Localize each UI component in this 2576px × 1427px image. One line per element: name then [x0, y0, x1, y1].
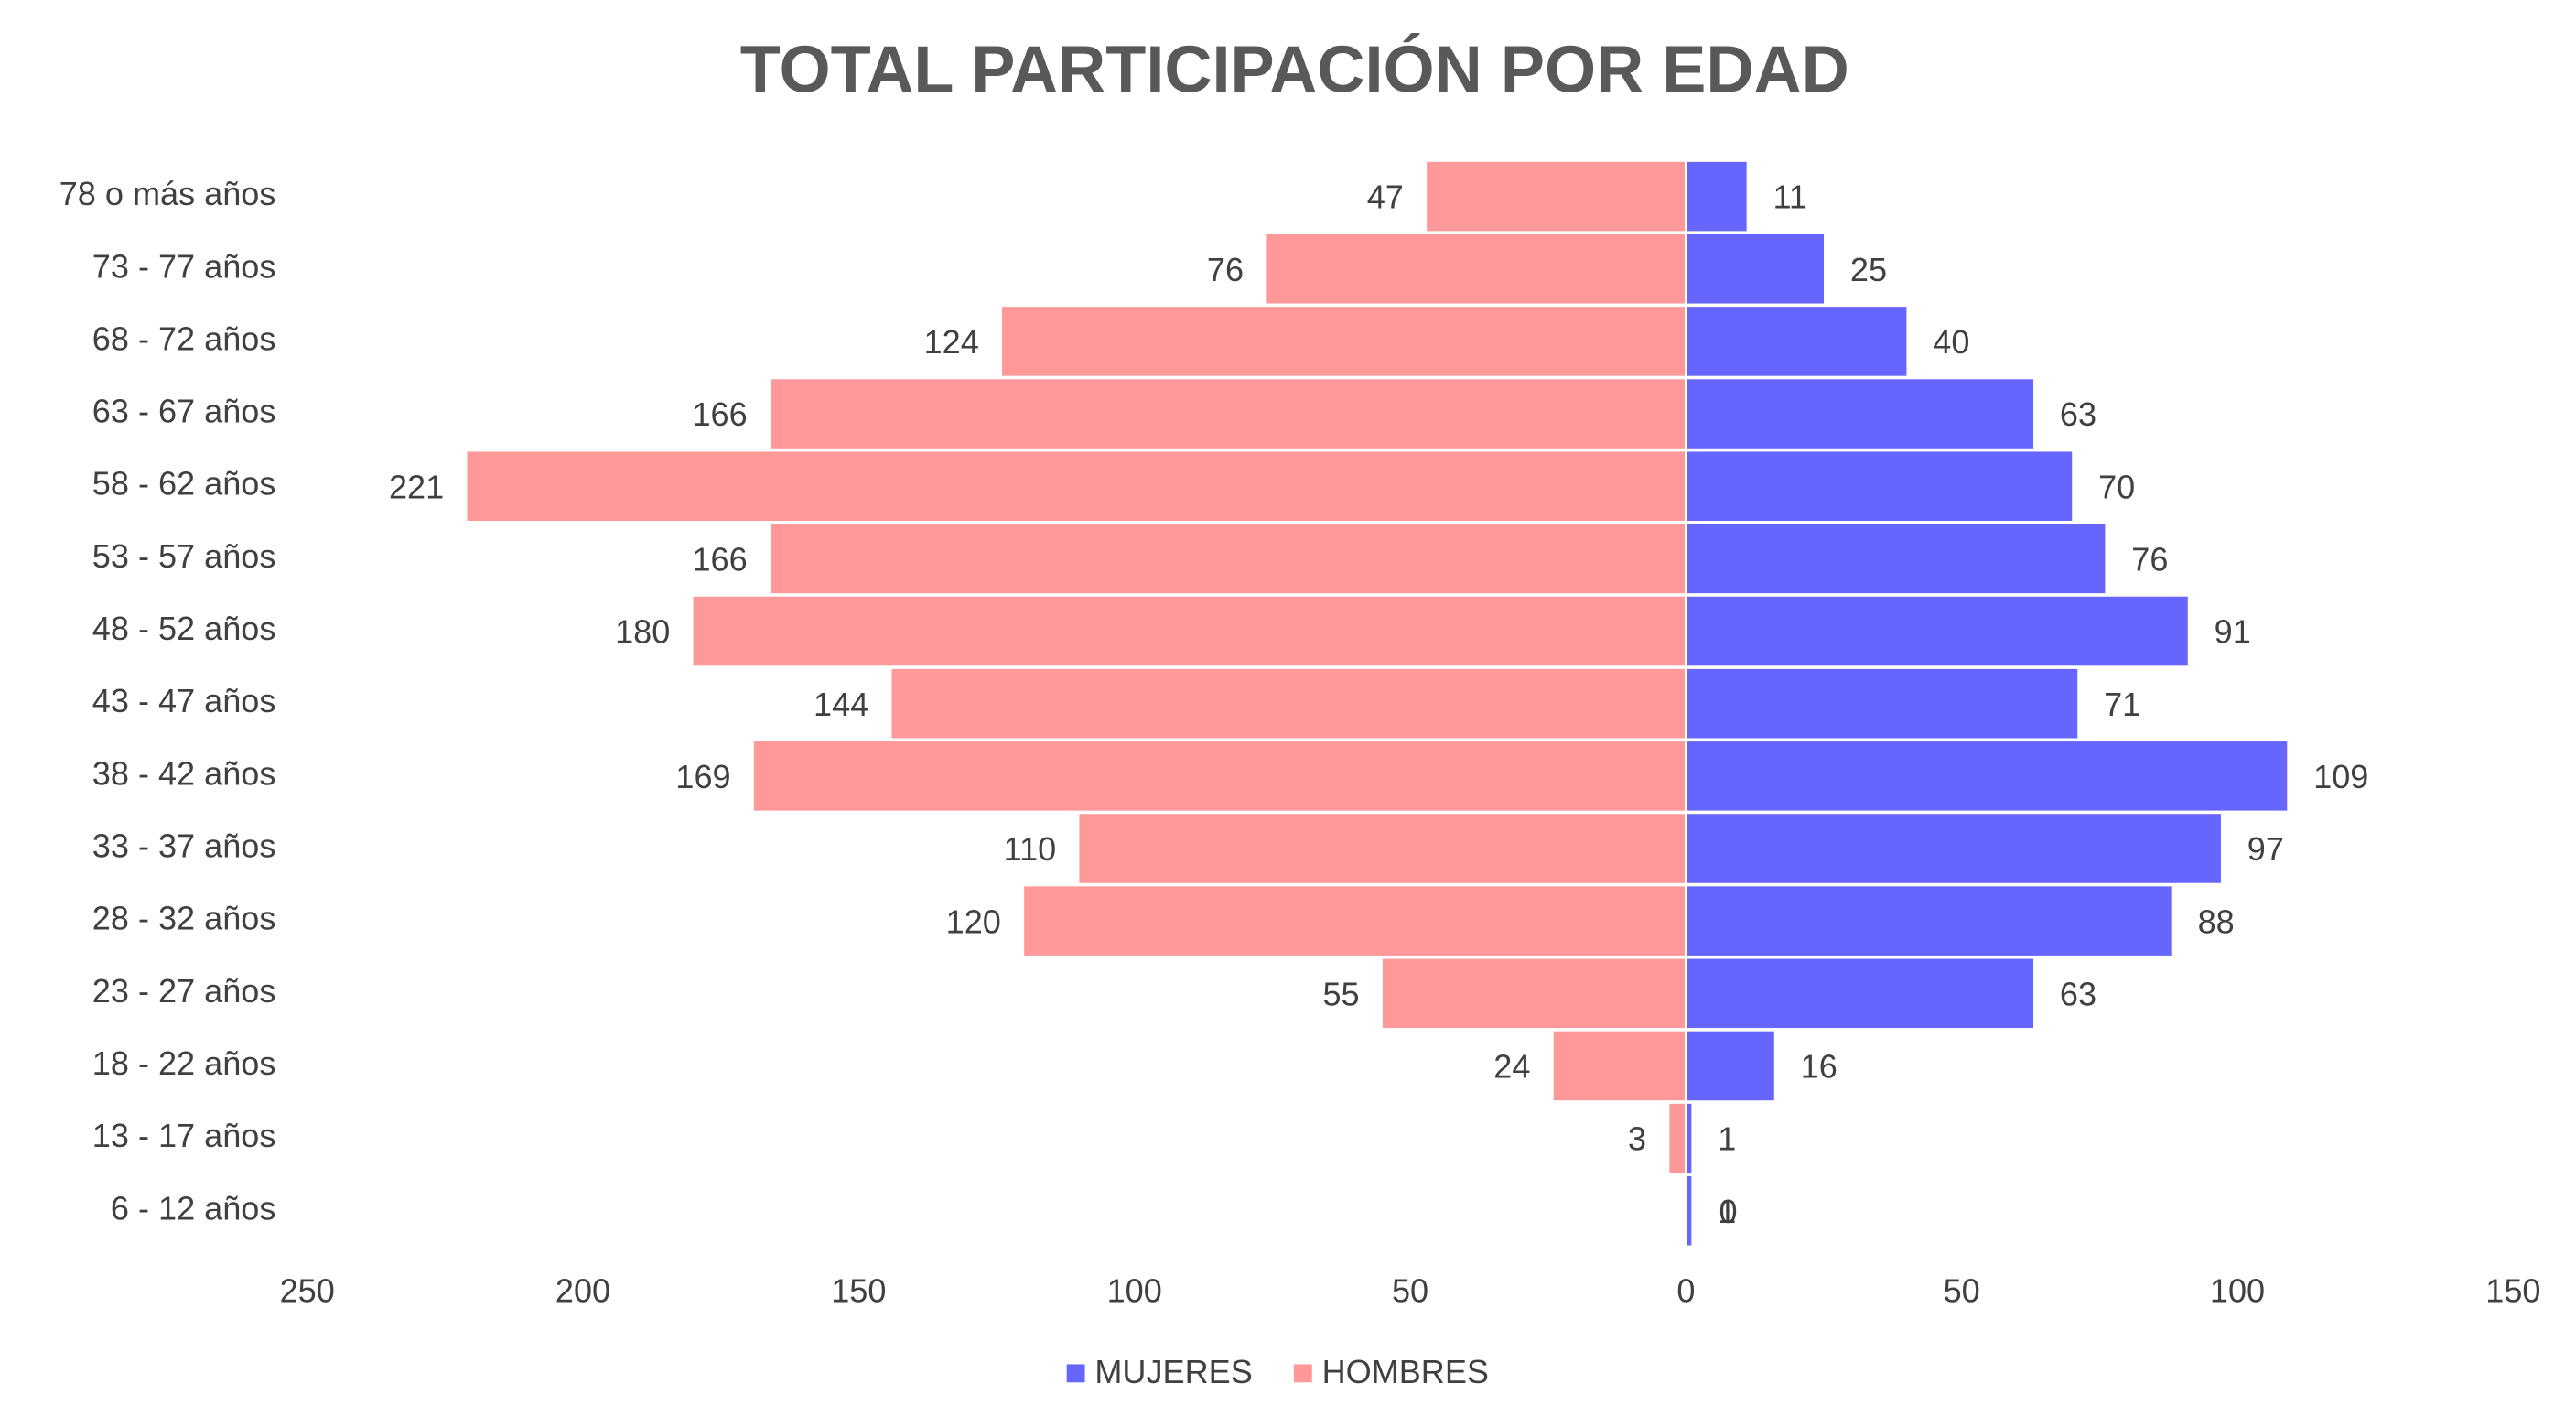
x-tick-label: 250 — [280, 1271, 335, 1309]
bar — [1686, 958, 2034, 1029]
data-label: 91 — [2215, 613, 2251, 651]
bar — [1079, 814, 1687, 883]
data-label: 11 — [1773, 178, 1807, 216]
category-label: 23 - 27 años — [92, 972, 276, 1010]
category-label: 18 - 22 años — [92, 1044, 276, 1082]
data-label: 16 — [1801, 1048, 1838, 1086]
data-label: 25 — [1850, 251, 1887, 288]
category-label: 53 - 57 años — [92, 537, 276, 575]
category-label: 58 - 62 años — [92, 465, 276, 503]
data-label: 88 — [2198, 903, 2235, 940]
data-label: 180 — [615, 613, 670, 651]
data-label: 76 — [2131, 541, 2168, 578]
data-label: 47 — [1367, 178, 1404, 216]
bar — [770, 379, 1687, 449]
category-label: 63 - 67 años — [92, 393, 276, 430]
bar — [1686, 886, 2172, 956]
bar — [1266, 233, 1687, 304]
data-label: 169 — [675, 758, 730, 795]
bar — [1382, 958, 1687, 1029]
bar — [1686, 233, 1825, 304]
bar — [1686, 1103, 1692, 1173]
bar — [1686, 161, 1747, 232]
bar — [1686, 379, 2034, 449]
x-tick-label: 150 — [831, 1271, 886, 1309]
legend-label: MUJERES — [1094, 1353, 1252, 1390]
bar — [1686, 1175, 1692, 1246]
bar — [1686, 524, 2106, 594]
data-label: 124 — [924, 323, 979, 361]
bar — [1686, 451, 2073, 521]
data-label: 63 — [2060, 395, 2096, 433]
category-label: 13 - 17 años — [92, 1117, 276, 1154]
category-label: 78 o más años — [59, 175, 276, 212]
category-label: 6 - 12 años — [111, 1189, 276, 1227]
category-label: 28 - 32 años — [92, 900, 276, 937]
data-label: 76 — [1207, 251, 1244, 288]
bar — [1024, 886, 1687, 956]
bar — [467, 451, 1687, 521]
bar — [891, 668, 1687, 739]
chart-title: TOTAL PARTICIPACIÓN POR EDAD — [740, 32, 1849, 106]
data-label: 97 — [2247, 830, 2284, 868]
category-label: 38 - 42 años — [92, 754, 276, 792]
data-label: 71 — [2104, 686, 2140, 723]
x-tick-label: 0 — [1676, 1271, 1695, 1309]
x-tick-label: 150 — [2485, 1271, 2540, 1309]
bar — [1427, 161, 1687, 232]
data-label: 166 — [692, 541, 747, 578]
bar — [1686, 307, 1907, 376]
data-label: 0 — [1719, 1193, 1737, 1230]
legend-label: HOMBRES — [1322, 1353, 1489, 1390]
data-label: 166 — [692, 395, 747, 433]
data-label: 24 — [1493, 1048, 1530, 1086]
category-label: 43 - 47 años — [92, 682, 276, 719]
bar — [1002, 307, 1687, 376]
bar — [770, 524, 1687, 594]
data-label: 55 — [1322, 975, 1359, 1012]
data-label: 1 — [1718, 1193, 1736, 1230]
x-tick-label: 200 — [555, 1271, 610, 1309]
bar — [1686, 814, 2221, 883]
bar — [1553, 1031, 1687, 1101]
category-label: 33 - 37 años — [92, 827, 276, 865]
bar — [1669, 1103, 1687, 1173]
data-label: 63 — [2060, 975, 2096, 1012]
data-label: 109 — [2313, 758, 2368, 795]
data-label: 40 — [1933, 323, 1969, 361]
x-tick-label: 100 — [1107, 1271, 1162, 1309]
data-label: 110 — [1004, 830, 1057, 868]
data-label: 144 — [814, 686, 868, 723]
data-label: 1 — [1718, 1120, 1736, 1158]
x-tick-label: 50 — [1392, 1271, 1428, 1309]
category-label: 68 - 72 años — [92, 319, 276, 357]
bar — [1686, 741, 2288, 811]
category-label: 73 - 77 años — [92, 247, 276, 285]
bar — [1686, 596, 2188, 666]
category-label: 48 - 52 años — [92, 610, 276, 647]
x-tick-label: 50 — [1944, 1271, 1980, 1309]
data-label: 70 — [2098, 468, 2135, 505]
data-label: 120 — [946, 903, 1001, 940]
bar — [753, 741, 1687, 811]
legend-swatch — [1293, 1364, 1312, 1383]
bar — [1686, 668, 2078, 739]
x-tick-label: 100 — [2210, 1271, 2265, 1309]
data-label: 221 — [389, 468, 444, 505]
bar — [1686, 1031, 1774, 1101]
data-label: 3 — [1628, 1120, 1646, 1158]
bar — [693, 596, 1687, 666]
legend-swatch — [1066, 1364, 1085, 1383]
